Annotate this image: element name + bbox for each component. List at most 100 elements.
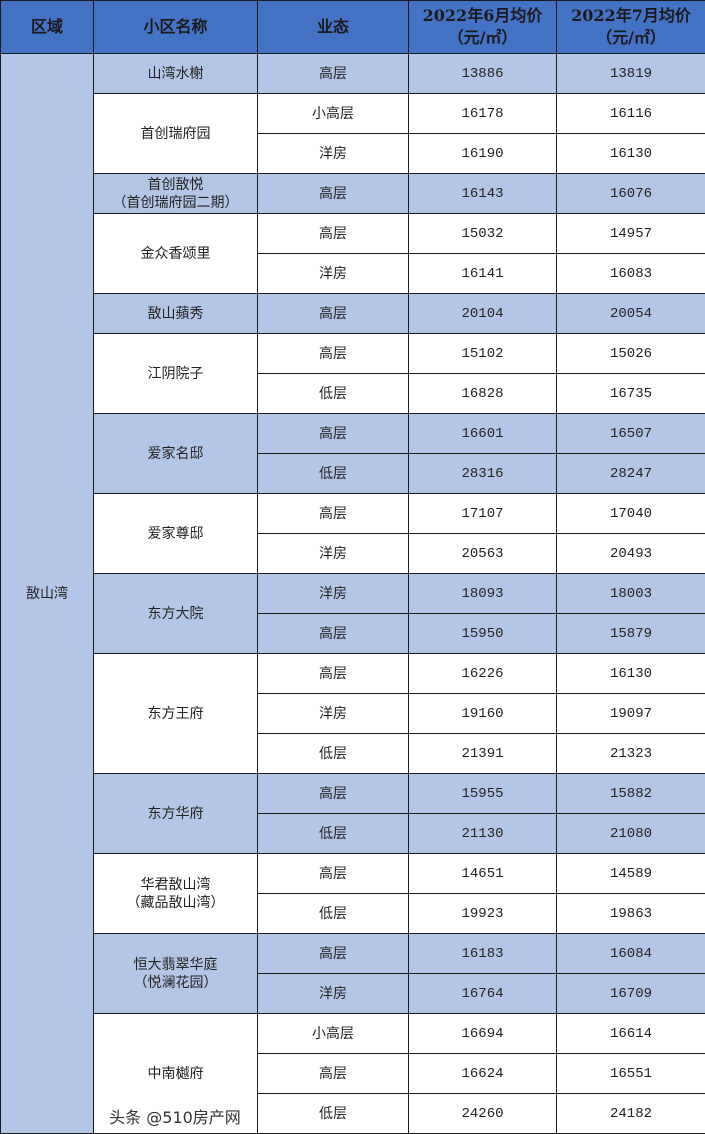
type-cell: 小高层 — [257, 1013, 409, 1054]
community-name: （悦澜花园） — [133, 974, 218, 991]
july-price-cell: 16130 — [556, 653, 705, 694]
type-cell: 小高层 — [257, 93, 409, 134]
community-name: （首创瑞府园二期） — [112, 194, 239, 211]
june-price-cell: 16141 — [408, 253, 557, 294]
community-name-cell: 首创敔悦 （首创瑞府园二期） — [93, 173, 258, 214]
community-name: 首创敔悦 — [147, 176, 204, 193]
header-july-title: 2022年7月均价 — [571, 6, 691, 25]
july-price-cell: 16076 — [556, 173, 705, 214]
community-name-cell: 敔山蘋秀 — [93, 293, 258, 334]
type-cell: 高层 — [257, 853, 409, 894]
table-row: 低层 24260 24182 — [1, 1093, 705, 1134]
community-name: 华君敔山湾 — [140, 876, 211, 893]
community-name: 东方王府 — [147, 705, 204, 722]
table-row: 敔山蘋秀 高层 20104 20054 — [1, 293, 705, 334]
community-name: 东方华府 — [147, 805, 204, 822]
june-price-cell: 21391 — [408, 733, 557, 774]
july-price-cell: 16507 — [556, 413, 705, 454]
table-row: 中南樾府 小高层 16694 16614 — [1, 1013, 705, 1134]
community-name: 首创瑞府园 — [140, 125, 211, 142]
type-cell: 低层 — [257, 733, 409, 774]
watermark-text: 头条 @510房产网 — [109, 1108, 241, 1127]
header-region: 区域 — [0, 0, 94, 54]
community-name-cell: 山湾水榭 — [93, 53, 258, 94]
july-price-cell: 16735 — [556, 373, 705, 414]
table-row: 低层 16828 16735 — [1, 373, 705, 414]
june-price-cell: 14651 — [408, 853, 557, 894]
type-cell: 高层 — [257, 493, 409, 534]
table-row: 低层 28316 28247 — [1, 453, 705, 494]
july-price-cell: 14589 — [556, 853, 705, 894]
community-name-cell: 江阴院子 — [93, 333, 258, 414]
july-price-cell: 21323 — [556, 733, 705, 774]
community-name-cell: 首创瑞府园 — [93, 93, 258, 174]
type-cell: 洋房 — [257, 573, 409, 614]
july-price-cell: 16083 — [556, 253, 705, 294]
july-price-cell: 13819 — [556, 53, 705, 94]
type-cell: 洋房 — [257, 693, 409, 734]
table-row: 首创瑞府园 小高层 16178 16116 — [1, 93, 705, 174]
june-price-cell: 16183 — [408, 933, 557, 974]
july-price-cell: 15026 — [556, 333, 705, 374]
community-name-cell: 恒大翡翠华庭 （悦澜花园） — [93, 933, 258, 1014]
community-name-cell: 中南樾府 — [93, 1013, 258, 1134]
type-cell: 洋房 — [257, 133, 409, 174]
july-price-cell: 16614 — [556, 1013, 705, 1054]
community-name: 江阴院子 — [147, 365, 204, 382]
community-name: 敔山蘋秀 — [147, 305, 204, 322]
table-row: 华君敔山湾 （藏品敔山湾） 高层 14651 14589 — [1, 853, 705, 934]
june-price-cell: 24260 — [408, 1093, 557, 1134]
june-price-cell: 16226 — [408, 653, 557, 694]
type-cell: 高层 — [257, 53, 409, 94]
june-price-cell: 15950 — [408, 613, 557, 654]
type-cell: 高层 — [257, 1053, 409, 1094]
table-row: 洋房 16764 16709 — [1, 973, 705, 1014]
table-row: 江阴院子 高层 15102 15026 — [1, 333, 705, 414]
community-name-cell: 金众香颂里 — [93, 213, 258, 294]
june-price-cell: 15032 — [408, 213, 557, 254]
type-cell: 低层 — [257, 813, 409, 854]
june-price-cell: 21130 — [408, 813, 557, 854]
june-price-cell: 19923 — [408, 893, 557, 934]
july-price-cell: 14957 — [556, 213, 705, 254]
june-price-cell: 20104 — [408, 293, 557, 334]
june-price-cell: 20563 — [408, 533, 557, 574]
community-name-cell: 爱家尊邸 — [93, 493, 258, 574]
june-price-cell: 16178 — [408, 93, 557, 134]
july-price-cell: 19097 — [556, 693, 705, 734]
table-row: 低层 19923 19863 — [1, 893, 705, 934]
type-cell: 低层 — [257, 453, 409, 494]
july-price-cell: 17040 — [556, 493, 705, 534]
type-cell: 低层 — [257, 373, 409, 414]
july-price-cell: 16116 — [556, 93, 705, 134]
community-name-cell: 华君敔山湾 （藏品敔山湾） — [93, 853, 258, 934]
july-price-cell: 21080 — [556, 813, 705, 854]
type-cell: 高层 — [257, 293, 409, 334]
table-row: 洋房 20563 20493 — [1, 533, 705, 574]
table-row: 洋房 19160 19097 — [1, 693, 705, 734]
june-price-cell: 17107 — [408, 493, 557, 534]
july-price-cell: 28247 — [556, 453, 705, 494]
community-name-cell: 东方王府 — [93, 653, 258, 774]
table-row: 东方王府 高层 16226 16130 — [1, 653, 705, 774]
type-cell: 洋房 — [257, 533, 409, 574]
june-price-cell: 19160 — [408, 693, 557, 734]
type-cell: 低层 — [257, 893, 409, 934]
june-price-cell: 16764 — [408, 973, 557, 1014]
header-june-unit: （元/㎡） — [447, 28, 518, 47]
july-price-cell: 15882 — [556, 773, 705, 814]
header-row: 区域 小区名称 业态 2022年6月均价 （元/㎡） 2022年7月均价 （元/㎡） — [0, 0, 705, 54]
type-cell: 低层 — [257, 1093, 409, 1134]
june-price-cell: 18093 — [408, 573, 557, 614]
june-price-cell: 16694 — [408, 1013, 557, 1054]
type-cell: 高层 — [257, 173, 409, 214]
type-cell: 高层 — [257, 333, 409, 374]
june-price-cell: 15955 — [408, 773, 557, 814]
table-row: 恒大翡翠华庭 （悦澜花园） 高层 16183 16084 — [1, 933, 705, 1014]
type-cell: 高层 — [257, 653, 409, 694]
table-row: 东方华府 高层 15955 15882 — [1, 773, 705, 854]
july-price-cell: 20054 — [556, 293, 705, 334]
july-price-cell: 16709 — [556, 973, 705, 1014]
type-cell: 洋房 — [257, 973, 409, 1014]
